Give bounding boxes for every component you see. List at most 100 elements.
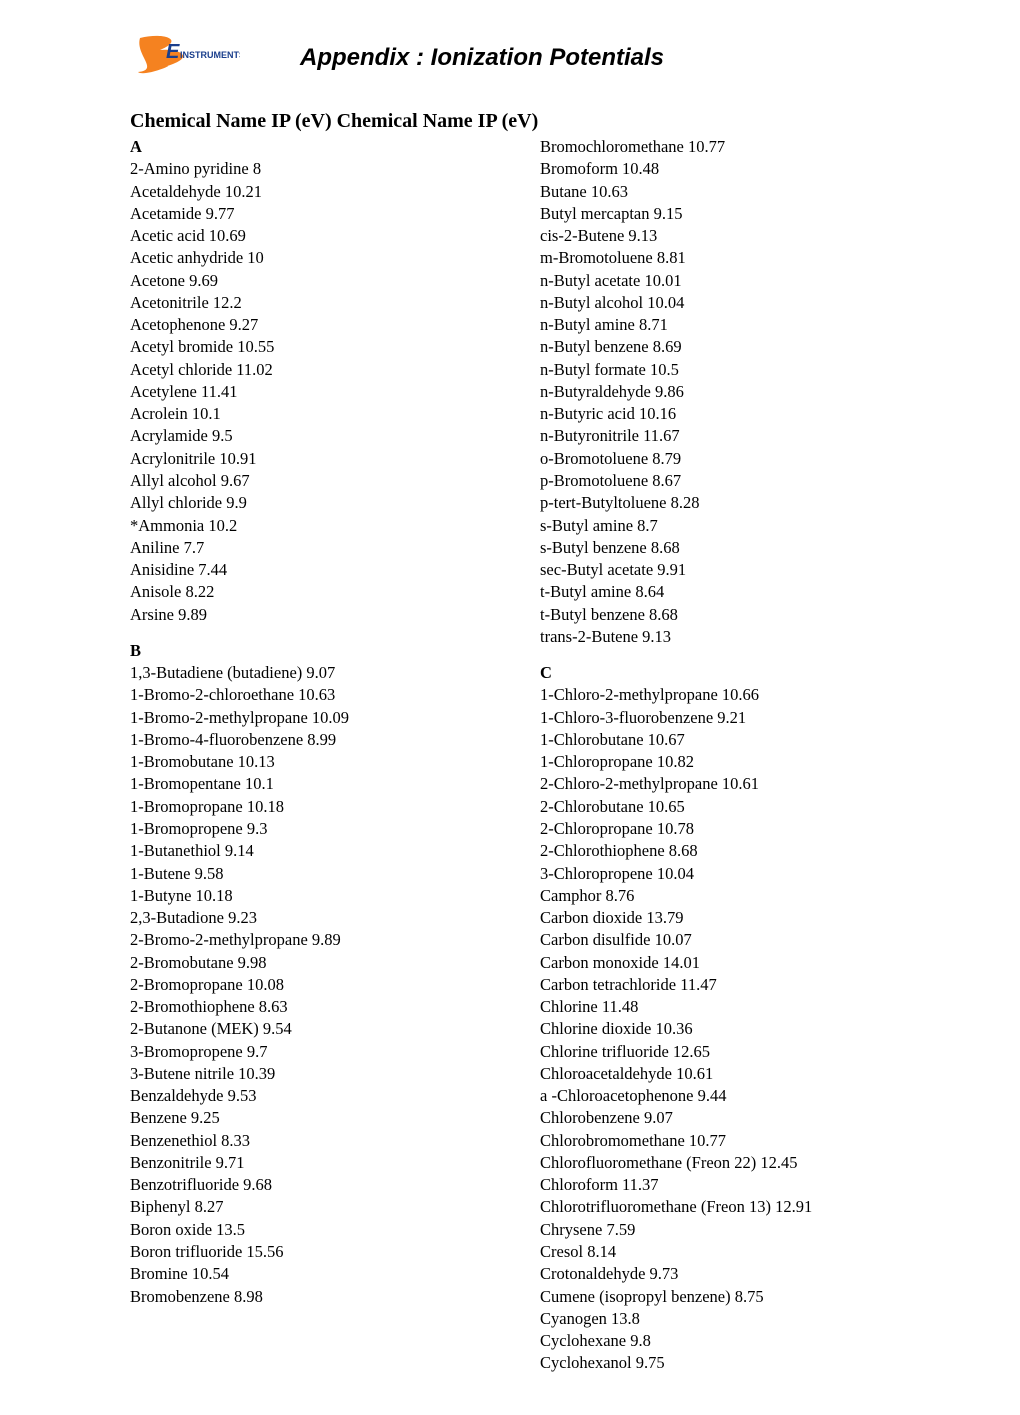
chemical-entry: Acetophenone 9.27 bbox=[130, 314, 480, 336]
chemical-entry: m-Bromotoluene 8.81 bbox=[540, 247, 890, 269]
chemical-entry: 1-Chloro-3-fluorobenzene 9.21 bbox=[540, 707, 890, 729]
chemical-entry: Chlorine dioxide 10.36 bbox=[540, 1018, 890, 1040]
chemical-entry: Benzotrifluoride 9.68 bbox=[130, 1174, 480, 1196]
chemical-entry: 1-Bromopropene 9.3 bbox=[130, 818, 480, 840]
chemical-entry: Benzene 9.25 bbox=[130, 1107, 480, 1129]
chemical-entry: Acrolein 10.1 bbox=[130, 403, 480, 425]
chemical-entry: p-tert-Butyltoluene 8.28 bbox=[540, 492, 890, 514]
chemical-entry: Chlorobromomethane 10.77 bbox=[540, 1130, 890, 1152]
chemical-entry: Chlorofluoromethane (Freon 22) 12.45 bbox=[540, 1152, 890, 1174]
chemical-entry: n-Butyraldehyde 9.86 bbox=[540, 381, 890, 403]
chemical-entry: 1-Chloropropane 10.82 bbox=[540, 751, 890, 773]
section-letter: C bbox=[540, 662, 890, 684]
chemical-entry: Butane 10.63 bbox=[540, 181, 890, 203]
chemical-entry: Carbon tetrachloride 11.47 bbox=[540, 974, 890, 996]
chemical-entry: Crotonaldehyde 9.73 bbox=[540, 1263, 890, 1285]
logo-word: INSTRUMENTS bbox=[180, 50, 240, 60]
chemical-entry: 2,3-Butadione 9.23 bbox=[130, 907, 480, 929]
chemical-entry: 2-Chloro-2-methylpropane 10.61 bbox=[540, 773, 890, 795]
chemical-entry: 1,3-Butadiene (butadiene) 9.07 bbox=[130, 662, 480, 684]
chemical-entry: Allyl chloride 9.9 bbox=[130, 492, 480, 514]
chemical-entry: Acetylene 11.41 bbox=[130, 381, 480, 403]
chemical-entry: t-Butyl amine 8.64 bbox=[540, 581, 890, 603]
chemical-entry: Acetic acid 10.69 bbox=[130, 225, 480, 247]
chemical-entry: Benzaldehyde 9.53 bbox=[130, 1085, 480, 1107]
chemical-entry: Biphenyl 8.27 bbox=[130, 1196, 480, 1218]
chemical-entry: Chlorine trifluoride 12.65 bbox=[540, 1041, 890, 1063]
chemical-entry: trans-2-Butene 9.13 bbox=[540, 626, 890, 648]
brand-logo: E INSTRUMENTS bbox=[130, 30, 240, 85]
chemical-entry: Bromochloromethane 10.77 bbox=[540, 136, 890, 158]
chemical-entry: n-Butyronitrile 11.67 bbox=[540, 425, 890, 447]
chemical-entry: 3-Chloropropene 10.04 bbox=[540, 863, 890, 885]
chemical-entry: Anisole 8.22 bbox=[130, 581, 480, 603]
chemical-entry: Chlorotrifluoromethane (Freon 13) 12.91 bbox=[540, 1196, 890, 1218]
chemical-entry: Boron trifluoride 15.56 bbox=[130, 1241, 480, 1263]
section-letter: B bbox=[130, 640, 480, 662]
chemical-entry: 1-Chloro-2-methylpropane 10.66 bbox=[540, 684, 890, 706]
chemical-entry: Carbon disulfide 10.07 bbox=[540, 929, 890, 951]
chemical-entry: n-Butyl formate 10.5 bbox=[540, 359, 890, 381]
chemical-entry: Acetonitrile 12.2 bbox=[130, 292, 480, 314]
chemical-entry: 2-Chlorothiophene 8.68 bbox=[540, 840, 890, 862]
chemical-entry: Acrylamide 9.5 bbox=[130, 425, 480, 447]
chemical-entry: Arsine 9.89 bbox=[130, 604, 480, 626]
chemical-entry: *Ammonia 10.2 bbox=[130, 515, 480, 537]
chemical-entry: Cyanogen 13.8 bbox=[540, 1308, 890, 1330]
chemical-entry: 1-Bromobutane 10.13 bbox=[130, 751, 480, 773]
chemical-entry: Acetone 9.69 bbox=[130, 270, 480, 292]
chemical-entry: Chrysene 7.59 bbox=[540, 1219, 890, 1241]
chemical-entry: 1-Bromo-2-chloroethane 10.63 bbox=[130, 684, 480, 706]
chemical-entry: Acetyl bromide 10.55 bbox=[130, 336, 480, 358]
chemical-entry: Bromine 10.54 bbox=[130, 1263, 480, 1285]
right-column: Bromochloromethane 10.77Bromoform 10.48B… bbox=[540, 136, 890, 1375]
chemical-entry: Cyclohexanol 9.75 bbox=[540, 1352, 890, 1374]
section-letter: A bbox=[130, 136, 480, 158]
chemical-entry: Acetamide 9.77 bbox=[130, 203, 480, 225]
chemical-entry: 1-Bromo-2-methylpropane 10.09 bbox=[130, 707, 480, 729]
chemical-entry: Anisidine 7.44 bbox=[130, 559, 480, 581]
chemical-entry: sec-Butyl acetate 9.91 bbox=[540, 559, 890, 581]
chemical-entry: n-Butyl alcohol 10.04 bbox=[540, 292, 890, 314]
header: E INSTRUMENTS Appendix : Ionization Pote… bbox=[130, 30, 890, 85]
column-heading: Chemical Name IP (eV) Chemical Name IP (… bbox=[130, 109, 890, 134]
chemical-entry: Benzenethiol 8.33 bbox=[130, 1130, 480, 1152]
chemical-entry: Bromoform 10.48 bbox=[540, 158, 890, 180]
chemical-entry: 1-Bromo-4-fluorobenzene 8.99 bbox=[130, 729, 480, 751]
chemical-entry: 3-Bromopropene 9.7 bbox=[130, 1041, 480, 1063]
chemical-entry: 2-Bromothiophene 8.63 bbox=[130, 996, 480, 1018]
chemical-entry: n-Butyl benzene 8.69 bbox=[540, 336, 890, 358]
chemical-entry: 2-Bromobutane 9.98 bbox=[130, 952, 480, 974]
chemical-entry: 2-Chlorobutane 10.65 bbox=[540, 796, 890, 818]
chemical-entry: n-Butyl amine 8.71 bbox=[540, 314, 890, 336]
chemical-entry: 1-Chlorobutane 10.67 bbox=[540, 729, 890, 751]
chemical-entry: Carbon dioxide 13.79 bbox=[540, 907, 890, 929]
chemical-entry: Butyl mercaptan 9.15 bbox=[540, 203, 890, 225]
chemical-entry: 1-Bromopentane 10.1 bbox=[130, 773, 480, 795]
logo-letter: E bbox=[166, 41, 180, 63]
chemical-entry: 2-Bromopropane 10.08 bbox=[130, 974, 480, 996]
chemical-entry: Chloroacetaldehyde 10.61 bbox=[540, 1063, 890, 1085]
chemical-entry: Cumene (isopropyl benzene) 8.75 bbox=[540, 1286, 890, 1308]
chemical-entry: Carbon monoxide 14.01 bbox=[540, 952, 890, 974]
page: E INSTRUMENTS Appendix : Ionization Pote… bbox=[0, 0, 1020, 1415]
left-column: A2-Amino pyridine 8Acetaldehyde 10.21Ace… bbox=[130, 136, 480, 1375]
chemical-entry: n-Butyric acid 10.16 bbox=[540, 403, 890, 425]
chemical-entry: cis-2-Butene 9.13 bbox=[540, 225, 890, 247]
chemical-entry: Acetaldehyde 10.21 bbox=[130, 181, 480, 203]
chemical-entry: Boron oxide 13.5 bbox=[130, 1219, 480, 1241]
chemical-entry: Cresol 8.14 bbox=[540, 1241, 890, 1263]
chemical-entry: 1-Butene 9.58 bbox=[130, 863, 480, 885]
chemical-entry: 2-Amino pyridine 8 bbox=[130, 158, 480, 180]
chemical-entry: p-Bromotoluene 8.67 bbox=[540, 470, 890, 492]
chemical-entry: a -Chloroacetophenone 9.44 bbox=[540, 1085, 890, 1107]
chemical-entry: 1-Bromopropane 10.18 bbox=[130, 796, 480, 818]
chemical-entry: Cyclohexane 9.8 bbox=[540, 1330, 890, 1352]
chemical-entry: 2-Bromo-2-methylpropane 9.89 bbox=[130, 929, 480, 951]
chemical-entry: 1-Butyne 10.18 bbox=[130, 885, 480, 907]
chemical-entry: s-Butyl amine 8.7 bbox=[540, 515, 890, 537]
chemical-entry: Acetic anhydride 10 bbox=[130, 247, 480, 269]
chemical-entry: Acrylonitrile 10.91 bbox=[130, 448, 480, 470]
chemical-entry: 2-Chloropropane 10.78 bbox=[540, 818, 890, 840]
chemical-entry: Bromobenzene 8.98 bbox=[130, 1286, 480, 1308]
